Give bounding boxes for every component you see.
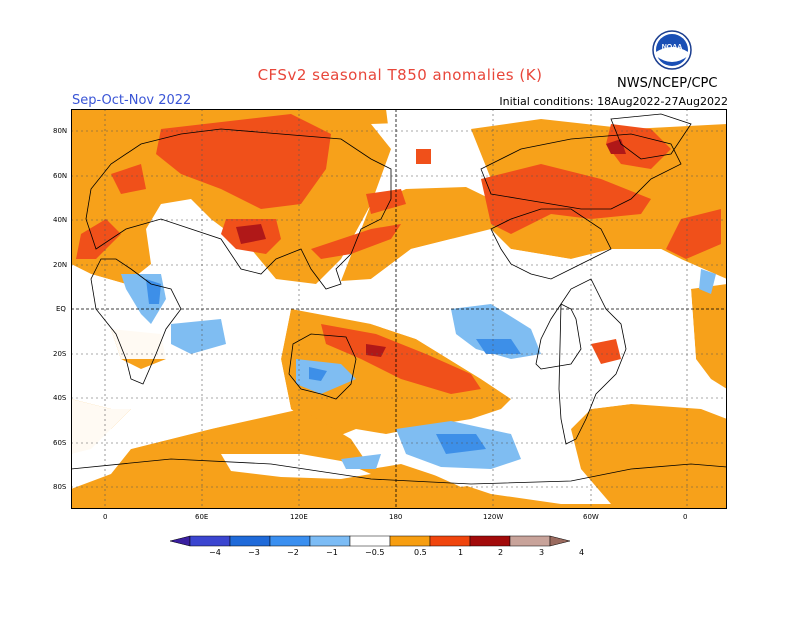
- lon-label: 0: [683, 513, 688, 521]
- colorbar-label: 1: [458, 548, 464, 557]
- colorbar-segment: [269, 535, 311, 547]
- colorbar-label: 3: [539, 548, 545, 557]
- colorbar-label: −1: [326, 548, 338, 557]
- noaa-logo-icon: NOAA: [652, 30, 692, 70]
- lat-label: 20N: [53, 261, 68, 269]
- colorbar-label: 4: [579, 548, 585, 557]
- lat-label: 80N: [53, 127, 68, 135]
- lon-label: 60W: [583, 513, 599, 521]
- colorbar-segment: [429, 535, 471, 547]
- equator-dateline: [71, 109, 727, 509]
- coastlines: [71, 113, 727, 485]
- colorbar-segment: [509, 535, 551, 547]
- lon-label: 120E: [290, 513, 308, 521]
- page-title: CFSv2 seasonal T850 anomalies (K): [257, 66, 543, 84]
- anomaly-cool-1: [146, 279, 521, 454]
- lat-label: 60N: [53, 172, 68, 180]
- colorbar-label: −2: [287, 548, 299, 557]
- lon-label: 0: [103, 513, 108, 521]
- colorbar-segment: [189, 535, 231, 547]
- lat-label: 60S: [53, 439, 67, 447]
- initial-conditions: Initial conditions: 18Aug2022-27Aug2022: [499, 95, 728, 108]
- lon-label: 180: [389, 513, 403, 521]
- season-label: Sep-Oct-Nov 2022: [72, 93, 192, 108]
- anomaly-warm-1: [76, 114, 721, 394]
- colorbar-segment: [309, 535, 351, 547]
- lat-label: EQ: [56, 305, 66, 313]
- lon-label: 120W: [483, 513, 504, 521]
- colorbar-label: −3: [248, 548, 260, 557]
- colorbar-label: 0.5: [414, 548, 427, 557]
- colorbar-segment: [229, 535, 271, 547]
- colorbar-arrow-left: [170, 535, 191, 547]
- colorbar-label: −4: [209, 548, 221, 557]
- logo-text: NOAA: [662, 44, 683, 51]
- colorbar-label: −0.5: [365, 548, 385, 557]
- colorbar: [170, 535, 571, 547]
- organization-label: NWS/NCEP/CPC: [617, 76, 718, 91]
- lat-label: 40N: [53, 216, 68, 224]
- lat-label: 20S: [53, 350, 67, 358]
- colorbar-segment: [349, 535, 391, 547]
- map-frame: [71, 109, 727, 509]
- lat-label: 40S: [53, 394, 67, 402]
- lon-label: 60E: [195, 513, 209, 521]
- colorbar-segment: [389, 535, 431, 547]
- colorbar-segment: [469, 535, 511, 547]
- colorbar-arrow-right: [549, 535, 571, 547]
- lat-label: 80S: [53, 483, 67, 491]
- colorbar-label: 2: [498, 548, 504, 557]
- anomaly-map: [71, 109, 727, 509]
